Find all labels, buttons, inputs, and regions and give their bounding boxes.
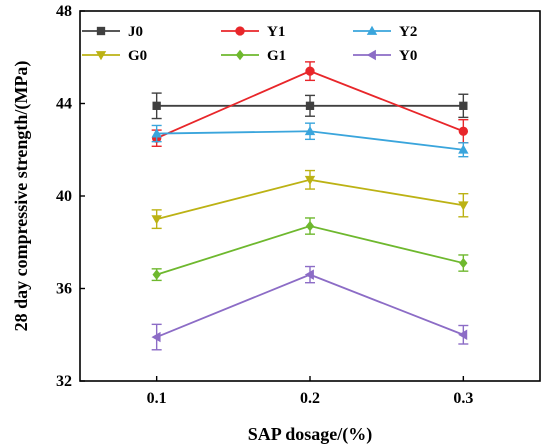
- legend-label-y2: Y2: [399, 24, 417, 40]
- series-layer: [151, 61, 469, 351]
- legend-item-j0: J0: [82, 24, 143, 40]
- data-point-y0: [458, 329, 468, 340]
- x-tick-label: 0.2: [300, 390, 320, 407]
- y-tick-label: 36: [56, 281, 72, 298]
- data-point-g0: [458, 201, 469, 211]
- data-point-g0: [304, 175, 316, 186]
- x-tick-label: 0.3: [453, 390, 473, 407]
- y-axis-title: 28 day compressive strength/(MPa): [11, 61, 32, 332]
- legend-label-g1: G1: [267, 48, 286, 64]
- data-point-j0: [459, 101, 468, 110]
- y-tick-label: 48: [56, 3, 72, 20]
- legend-item-g1: G1: [221, 48, 286, 64]
- legend-marker-g1: [235, 49, 245, 61]
- series-g1: [151, 217, 469, 282]
- y-tick-label: 44: [56, 96, 72, 113]
- series-g0: [151, 169, 469, 230]
- x-axis-ticks: 0.1 0.2 0.3: [147, 376, 473, 407]
- legend-item-y1: Y1: [221, 24, 285, 40]
- y-tick-label: 32: [56, 373, 72, 390]
- series-y0: [151, 265, 469, 351]
- data-point-y1: [305, 66, 315, 76]
- y-tick-label: 40: [56, 188, 72, 205]
- data-point-y1: [458, 126, 469, 136]
- legend-label-g0: G0: [128, 48, 147, 64]
- legend-marker-y0: [366, 49, 376, 61]
- series-y1: [151, 61, 469, 147]
- data-point-y0: [304, 269, 314, 280]
- legend-item-y2: Y2: [353, 24, 417, 40]
- x-axis-title: SAP dosage/(%): [248, 424, 373, 445]
- data-point-y2: [151, 128, 162, 138]
- data-point-g0: [151, 215, 162, 225]
- legend-item-g0: G0: [82, 48, 147, 64]
- legend-marker-y1: [235, 26, 245, 36]
- plot-frame: [79, 10, 541, 382]
- legend-item-y0: Y0: [353, 48, 417, 64]
- data-point-y2: [458, 144, 469, 154]
- legend-label-y0: Y0: [399, 48, 417, 64]
- legend-label-y1: Y1: [267, 24, 285, 40]
- legend-marker-y2: [366, 25, 378, 35]
- series-j0: [151, 92, 469, 120]
- legend: J0 Y1 Y2 G0 G1 Y0: [82, 24, 417, 64]
- series-y2: [151, 122, 469, 158]
- data-point-y2: [304, 126, 316, 136]
- legend-marker-j0: [96, 26, 106, 36]
- data-point-g1: [305, 220, 315, 232]
- series-line-y0: [156, 273, 464, 338]
- legend-label-j0: J0: [128, 24, 143, 40]
- legend-marker-g0: [95, 51, 107, 61]
- data-point-y0: [151, 331, 161, 343]
- data-point-g1: [459, 257, 468, 269]
- data-point-g1: [152, 269, 161, 280]
- data-point-j0: [152, 101, 161, 110]
- data-point-j0: [305, 101, 315, 110]
- x-tick-label: 0.1: [147, 390, 167, 407]
